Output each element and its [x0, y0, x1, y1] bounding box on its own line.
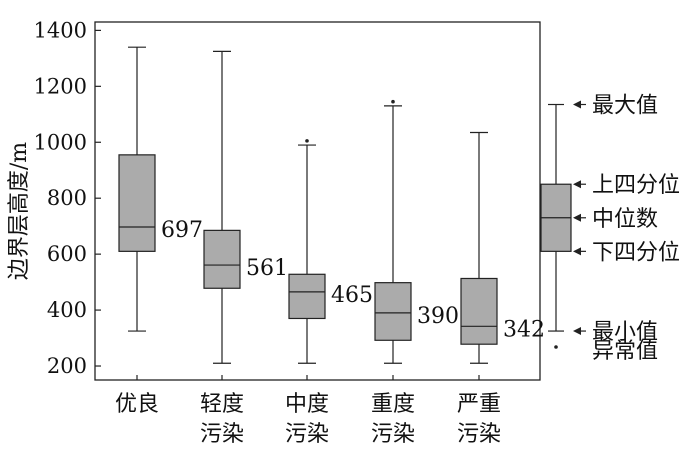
y-tick-label: 1400: [34, 18, 87, 42]
iqr-box: [203, 229, 241, 289]
category-label: 污染: [457, 422, 501, 447]
legend-arrow-head: [573, 327, 581, 336]
y-tick-label: 1000: [34, 130, 87, 154]
median-value-label: 342: [503, 317, 545, 342]
category-label: 重度: [371, 392, 415, 417]
box-group: 697 优良: [115, 46, 203, 417]
legend-label-min: 最小值: [592, 320, 658, 345]
y-tick-label: 1200: [34, 74, 87, 98]
y-tick-label: 800: [47, 186, 87, 210]
category-label: 污染: [285, 422, 329, 447]
plot-area: 200 400 600 800 1000 1200 1400 边界层高度/m 697 优良 561 轻…: [7, 18, 545, 447]
category-label: 严重: [457, 392, 501, 417]
legend-arrow-head: [573, 180, 581, 189]
category-label: 污染: [371, 422, 415, 447]
legend-outlier-point: [554, 345, 558, 349]
outlier-point: [391, 99, 395, 104]
median-value-label: 697: [161, 218, 203, 243]
median-value-label: 465: [331, 283, 373, 308]
iqr-box: [288, 273, 326, 320]
legend-label-q3: 上四分位: [592, 173, 680, 198]
iqr-box: [118, 154, 156, 252]
y-tick-label: 600: [47, 242, 87, 266]
legend-label-q1: 下四分位: [592, 240, 680, 265]
outlier-point: [305, 139, 309, 143]
iqr-box: [374, 282, 412, 341]
legend-label-outlier: 异常值: [592, 339, 658, 364]
category-label: 污染: [200, 422, 244, 447]
legend-label-median: 中位数: [592, 207, 658, 232]
median-value-label: 390: [417, 304, 459, 329]
y-axis-label: 边界层高度/m: [7, 142, 32, 280]
category-label: 中度: [285, 392, 329, 417]
plot-frame: [94, 21, 541, 381]
median-value-label: 561: [246, 256, 288, 281]
iqr-box: [460, 277, 498, 345]
y-tick-label: 400: [47, 298, 87, 322]
legend-arrow-head: [573, 213, 581, 222]
y-tick-label: 200: [47, 354, 87, 378]
category-label: 优良: [115, 392, 159, 417]
category-label: 轻度: [200, 392, 244, 417]
legend-label-max: 最大值: [592, 94, 658, 119]
legend-arrow-head: [573, 247, 581, 256]
legend-arrow-head: [573, 100, 581, 109]
